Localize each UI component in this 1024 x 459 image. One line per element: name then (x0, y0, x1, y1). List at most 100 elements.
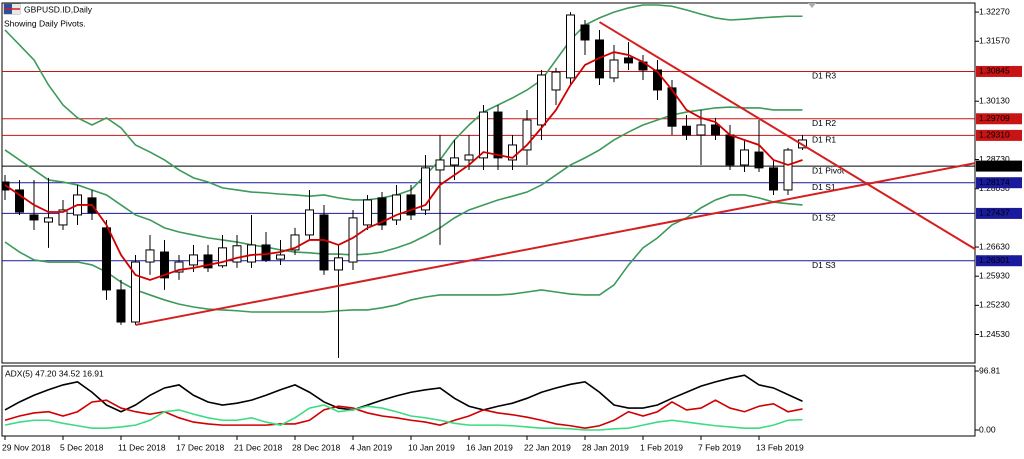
pivot-price-label: 1.29310 (979, 130, 1010, 140)
pivot-label: D1 S3 (812, 260, 836, 270)
candle-body (116, 289, 126, 323)
candle-body (754, 151, 764, 169)
symbol-icon (3, 3, 21, 15)
x-tick-label: 28 Dec 2018 (292, 442, 340, 452)
candle-body (392, 194, 401, 221)
pivot-price-box (976, 255, 1022, 267)
candle-body (537, 74, 546, 126)
y-tick-label: 0.00 (979, 424, 996, 434)
y-tick-label: 1.31570 (979, 35, 1010, 45)
shift-marker (808, 3, 816, 8)
candle-body (667, 87, 677, 127)
candle-body (363, 199, 372, 226)
candle-body (551, 71, 561, 91)
candle-body (609, 59, 619, 79)
x-tick-label: 4 Jan 2019 (350, 442, 392, 452)
candle-body (580, 24, 590, 41)
axes: 1.322701.315701.301301.287301.280301.266… (2, 6, 1022, 452)
pivot-price-label: 1.26301 (979, 255, 1010, 265)
pivot-price-label: 1.29709 (979, 113, 1010, 123)
y-tick-label: 96.81 (979, 365, 1001, 375)
candle-body (696, 124, 706, 136)
chart-title: GBPUSD.ID,Daily (24, 4, 93, 14)
candle-body (305, 209, 314, 236)
pivot-label: D1 S2 (812, 213, 836, 223)
pivot-price-box (976, 113, 1022, 125)
x-tick-label: 21 Dec 2018 (234, 442, 282, 452)
y-tick-label: 1.25230 (979, 300, 1010, 310)
candle-body (58, 209, 68, 226)
candle-body (406, 194, 416, 216)
y-tick-label: 1.25930 (979, 270, 1010, 280)
candle-body (319, 214, 329, 271)
candle-body (160, 251, 169, 279)
x-tick-label: 16 Jan 2019 (466, 442, 513, 452)
candle-body (450, 157, 459, 166)
pivot-price-label: 1.28174 (979, 177, 1010, 187)
candle-body (290, 234, 300, 251)
candle-body (261, 244, 271, 261)
candle-body (29, 214, 39, 221)
y-tick-label: 1.32270 (979, 6, 1010, 16)
pivot-price-label: 1.27437 (979, 208, 1010, 218)
candle-body (769, 167, 778, 191)
candle-body (653, 69, 662, 91)
adx-title: ADX(5) 47.20 34.52 16.91 (5, 368, 104, 378)
x-tick-label: 17 Dec 2018 (176, 442, 224, 452)
overlay-line (4, 4, 803, 201)
candle-body (145, 249, 155, 263)
x-tick-label: 11 Dec 2018 (118, 442, 166, 452)
adx-plot (4, 374, 803, 431)
chart-subtitle: Showing Daily Pivots. (4, 18, 86, 28)
candle-body (276, 254, 285, 260)
candle-body (566, 14, 575, 79)
candle-body (508, 144, 517, 161)
y-tick-label: 1.24530 (979, 329, 1010, 339)
candle-body (522, 119, 532, 151)
y-tick-label: 1.30130 (979, 95, 1010, 105)
candle-body (711, 124, 720, 136)
x-tick-label: 22 Jan 2019 (524, 442, 571, 452)
candle-body (464, 154, 474, 161)
x-tick-label: 13 Feb 2019 (756, 442, 804, 452)
x-tick-label: 5 Dec 2018 (60, 442, 104, 452)
x-tick-label: 1 Feb 2019 (640, 442, 683, 452)
pivot-price-box (976, 129, 1022, 141)
pivot-label: D1 R1 (812, 135, 836, 145)
x-tick-label: 10 Jan 2019 (408, 442, 455, 452)
adx-line (4, 404, 803, 431)
candle-body (682, 125, 691, 136)
candle-body (479, 111, 488, 159)
candle-body (174, 261, 184, 273)
main-plot: D1 R3 D1 R2 D1 R1 D1 Pivot D1 S1 D1 S2 D1 S3 (2, 4, 975, 358)
candle-body (15, 189, 24, 213)
candle-body (740, 149, 749, 166)
pivot-price-box (976, 207, 1022, 219)
pivot-price-label: 1.28573 (979, 160, 1010, 170)
candle-body (203, 254, 213, 269)
candle-body (421, 167, 430, 211)
candle-body (232, 245, 242, 263)
pivot-label: D1 Pivot (812, 165, 845, 175)
x-tick-label: 29 Nov 2018 (2, 442, 50, 452)
candle-body (334, 257, 343, 271)
y-tick-label: 1.26630 (979, 241, 1010, 251)
pivot-label: D1 R3 (812, 71, 836, 81)
trend-line (598, 21, 975, 251)
candle-body (131, 261, 140, 323)
overlay-line (4, 51, 803, 281)
pivot-label: D1 S1 (812, 182, 836, 192)
adx-line (4, 374, 803, 413)
adx-line (4, 399, 803, 429)
candle-body (377, 197, 387, 226)
candle-body (725, 134, 735, 166)
candle-body (189, 254, 198, 266)
x-tick-label: 7 Feb 2019 (698, 442, 741, 452)
pivot-price-box (976, 177, 1022, 189)
candle-body (493, 111, 503, 159)
candle-body (102, 227, 111, 291)
pivot-label: D1 R2 (812, 118, 836, 128)
candle-body (783, 149, 793, 191)
